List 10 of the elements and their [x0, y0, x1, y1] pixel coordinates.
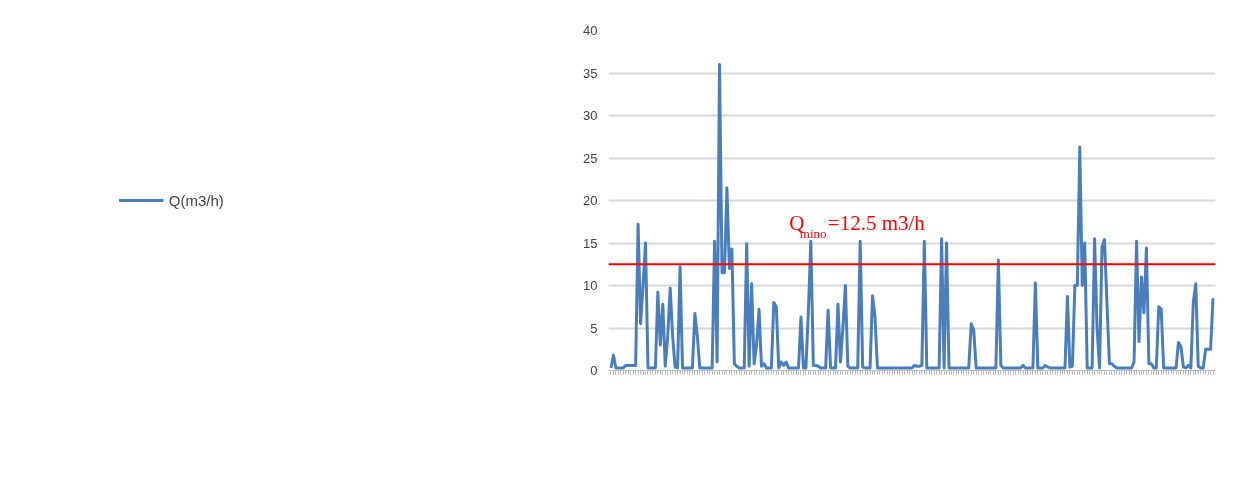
y-tick-label: 40: [583, 23, 598, 38]
y-tick-label: 30: [583, 108, 598, 123]
y-tick-label: 15: [583, 235, 598, 251]
y-tick-label: 25: [583, 150, 598, 166]
y-tick-label: 10: [583, 278, 598, 293]
y-tick-label: 5: [590, 320, 598, 336]
legend-label: Q(m3/h): [168, 191, 224, 209]
y-tick-label: 35: [583, 65, 598, 81]
y-tick-label: 0: [590, 363, 598, 378]
y-tick-label: 20: [583, 193, 598, 208]
